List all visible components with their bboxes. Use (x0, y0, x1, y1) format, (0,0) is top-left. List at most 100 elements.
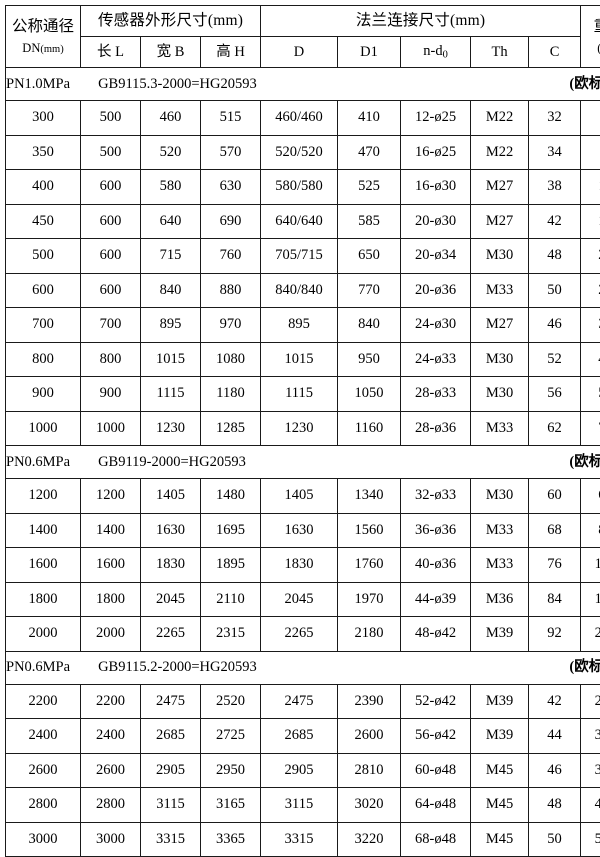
cell-weight: 460 (581, 342, 600, 377)
cell-weight: 3880 (581, 753, 600, 788)
cell-n-d0: 36-ø36 (401, 513, 471, 548)
cell-d1: 2180 (338, 617, 401, 652)
header-nominal-diameter: 公称通径 DN(mm) (6, 6, 81, 68)
cell-length: 600 (81, 239, 141, 274)
cell-n-d0: 44-ø39 (401, 582, 471, 617)
cell-c: 46 (529, 753, 581, 788)
cell-dn: 1600 (6, 548, 81, 583)
header-weight-unit: (Kg) (581, 39, 600, 57)
cell-height: 2110 (201, 582, 261, 617)
cell-d1: 2600 (338, 719, 401, 754)
cell-length: 800 (81, 342, 141, 377)
cell-dn: 400 (6, 170, 81, 205)
cell-d1: 3220 (338, 822, 401, 857)
header-weight-title: 重量 (581, 16, 600, 38)
cell-c: 92 (529, 617, 581, 652)
cell-height: 1080 (201, 342, 261, 377)
cell-length: 900 (81, 377, 141, 412)
cell-d1: 470 (338, 135, 401, 170)
cell-d: 640/640 (261, 204, 338, 239)
cell-length: 3000 (81, 822, 141, 857)
cell-weight: 600 (581, 479, 600, 514)
cell-length: 2800 (81, 788, 141, 823)
cell-height: 2315 (201, 617, 261, 652)
cell-dn: 2000 (6, 617, 81, 652)
section-standard-system-note: (欧标体系) (569, 454, 600, 471)
cell-d: 2905 (261, 753, 338, 788)
cell-dn: 350 (6, 135, 81, 170)
cell-th: M39 (471, 719, 529, 754)
cell-length: 2400 (81, 719, 141, 754)
cell-n-d0: 28-ø33 (401, 377, 471, 412)
cell-weight: 55 (581, 101, 600, 136)
header-column-row: 长 L 宽 B 高 H D D1 n-d0 Th C (6, 37, 600, 68)
cell-c: 48 (529, 788, 581, 823)
cell-c: 52 (529, 342, 581, 377)
cell-d: 2045 (261, 582, 338, 617)
cell-th: M30 (471, 342, 529, 377)
cell-height: 760 (201, 239, 261, 274)
header-col-c: C (529, 37, 581, 68)
cell-d1: 1760 (338, 548, 401, 583)
cell-n-d0: 48-ø42 (401, 617, 471, 652)
cell-weight: 260 (581, 273, 600, 308)
header-nominal-diameter-title: 公称通径 (6, 16, 80, 38)
cell-n-d0: 68-ø48 (401, 822, 471, 857)
cell-length: 500 (81, 101, 141, 136)
cell-d: 2685 (261, 719, 338, 754)
cell-d1: 840 (338, 308, 401, 343)
cell-height: 3365 (201, 822, 261, 857)
cell-th: M45 (471, 822, 529, 857)
cell-d1: 3020 (338, 788, 401, 823)
cell-th: M27 (471, 308, 529, 343)
cell-d1: 585 (338, 204, 401, 239)
section-standard-code: GB9115.2-2000=HG20593 (70, 659, 569, 676)
section-standard-system-note: (欧标体系) (569, 659, 600, 676)
cell-weight: 1800 (581, 582, 600, 617)
header-col-d1: D1 (338, 37, 401, 68)
cell-height: 515 (201, 101, 261, 136)
cell-th: M45 (471, 753, 529, 788)
cell-weight: 2800 (581, 684, 600, 719)
cell-th: M33 (471, 513, 529, 548)
cell-d: 2265 (261, 617, 338, 652)
cell-c: 42 (529, 204, 581, 239)
header-weight: 重量 (Kg) (581, 6, 600, 68)
cell-c: 56 (529, 377, 581, 412)
cell-d1: 770 (338, 273, 401, 308)
cell-c: 42 (529, 684, 581, 719)
cell-length: 600 (81, 204, 141, 239)
section-pressure-rating: PN0.6MPa (6, 659, 70, 676)
cell-th: M22 (471, 101, 529, 136)
cell-n-d0: 24-ø30 (401, 308, 471, 343)
cell-width: 1630 (141, 513, 201, 548)
cell-height: 3165 (201, 788, 261, 823)
cell-th: M22 (471, 135, 529, 170)
cell-height: 630 (201, 170, 261, 205)
cell-c: 76 (529, 548, 581, 583)
cell-height: 2725 (201, 719, 261, 754)
cell-length: 2200 (81, 684, 141, 719)
cell-n-d0: 52-ø42 (401, 684, 471, 719)
header-col-length: 长 L (81, 37, 141, 68)
cell-dn: 900 (6, 377, 81, 412)
cell-width: 895 (141, 308, 201, 343)
header-col-d: D (261, 37, 338, 68)
cell-dn: 500 (6, 239, 81, 274)
cell-n-d0: 40-ø36 (401, 548, 471, 583)
cell-d: 1630 (261, 513, 338, 548)
cell-height: 1180 (201, 377, 261, 412)
cell-dn: 600 (6, 273, 81, 308)
cell-d1: 2390 (338, 684, 401, 719)
cell-d1: 525 (338, 170, 401, 205)
